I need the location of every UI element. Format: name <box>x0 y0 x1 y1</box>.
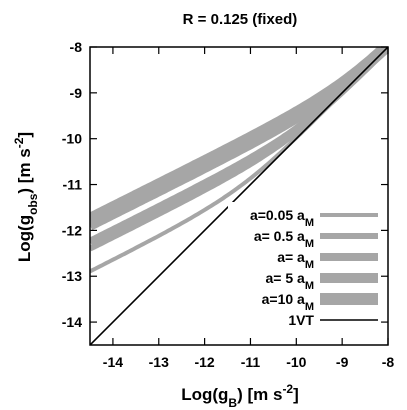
legend-background <box>228 202 384 334</box>
x-tick-label: -11 <box>241 354 261 370</box>
ticks: -14 -13 -12 -11 -10 -9 -8 -14 -13 -12 -11 -10 -9 -8 <box>62 39 395 370</box>
x-tick-label: -9 <box>336 354 349 370</box>
y-tick-label: -10 <box>62 131 82 147</box>
plot-frame <box>89 46 389 346</box>
series-line-5 <box>90 47 388 225</box>
x-tick-label: -10 <box>286 354 306 370</box>
x-tick-label: -13 <box>149 354 169 370</box>
y-tick-label: -8 <box>70 39 83 55</box>
x-tick-label: -14 <box>103 354 123 370</box>
y-tick-label: -14 <box>62 314 82 330</box>
x-tick-label: -12 <box>194 354 214 370</box>
legend-label-2: a= 0.5 aM <box>254 228 314 250</box>
series-line-6 <box>90 47 388 345</box>
legend-label-1: a=0.05 aM <box>250 207 314 229</box>
y-tick-label: -13 <box>62 268 82 284</box>
y-tick-label: -11 <box>63 177 83 193</box>
series-layer <box>90 47 388 345</box>
y-tick-label: -12 <box>62 222 82 238</box>
y-axis-label: Log(gobs) [m s-2] <box>12 132 40 262</box>
legend-label-6: 1VT <box>288 312 314 328</box>
legend-label-5: a=10 aM <box>262 291 314 313</box>
x-axis-label: Log(gB) [m s-2] <box>181 382 299 410</box>
legend-label-4: a= 5 aM <box>266 270 315 292</box>
chart-title: R = 0.125 (fixed) <box>183 11 298 28</box>
y-tick-label: -9 <box>70 85 83 101</box>
legend-label-3: a= aM <box>277 249 314 271</box>
x-tick-label: -8 <box>382 354 395 370</box>
